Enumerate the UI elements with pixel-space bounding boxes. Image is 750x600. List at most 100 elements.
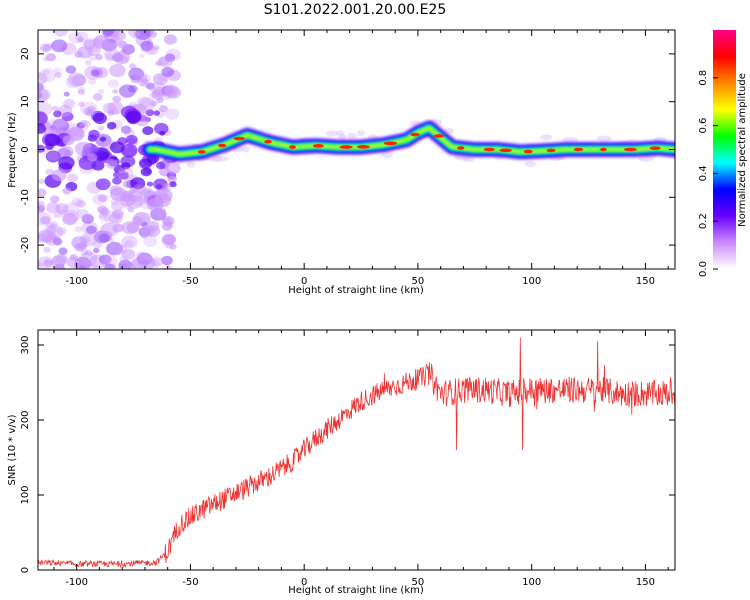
- noise-blob: [89, 145, 100, 154]
- noise-blob: [58, 247, 68, 255]
- noise-blob: [127, 206, 135, 213]
- noise-blob: [111, 200, 124, 212]
- halo-blob: [381, 152, 393, 159]
- noise-blob: [51, 39, 68, 53]
- noise-blob: [90, 262, 98, 269]
- noise-blob: [125, 194, 144, 209]
- colorbar-gradient: [713, 30, 736, 269]
- colorbar-tick-label: 0.6: [698, 118, 709, 134]
- noise-blob: [87, 153, 98, 162]
- noise-blob: [62, 98, 76, 109]
- noise-blob: [56, 227, 67, 236]
- noise-blob: [92, 112, 107, 124]
- noise-blob: [42, 44, 52, 52]
- snr-xtick-label: -100: [65, 577, 88, 588]
- snr-ytick-label: 100: [20, 485, 31, 504]
- noise-blob: [42, 56, 50, 62]
- noise-blob: [54, 72, 62, 78]
- noise-blob: [153, 110, 161, 116]
- noise-blob: [93, 37, 103, 46]
- noise-blob: [105, 256, 112, 262]
- noise-blob: [51, 255, 67, 268]
- noise-blob: [155, 60, 163, 67]
- spectrogram-ytick-label: -20: [20, 237, 31, 253]
- noise-blob: [38, 111, 48, 126]
- noise-blob: [113, 171, 121, 178]
- noise-blob: [122, 180, 133, 188]
- noise-blob: [142, 74, 152, 82]
- noise-blob: [102, 102, 117, 114]
- noise-blob: [154, 122, 169, 135]
- noise-blob: [91, 69, 100, 77]
- noise-blob: [78, 101, 85, 107]
- noise-blob: [43, 246, 51, 253]
- colorbar-tick-label: 0.2: [698, 213, 709, 229]
- snr-xtick-label: 150: [636, 577, 655, 588]
- noise-blob: [155, 161, 166, 170]
- noise-blob: [77, 89, 85, 95]
- noise-blob: [105, 241, 123, 256]
- noise-blob: [38, 261, 43, 269]
- noise-blob: [164, 182, 171, 189]
- halo-blob: [444, 127, 454, 134]
- noise-blob: [121, 248, 136, 260]
- snr-ticks: -100 -50 0 50 100 150 0 100 200 300: [20, 330, 675, 588]
- ridge-peak: [483, 147, 495, 152]
- spectrogram-xtick-label: 50: [412, 276, 425, 287]
- noise-blob: [76, 208, 89, 219]
- noise-blob: [66, 256, 81, 269]
- noise-blob: [45, 53, 57, 62]
- noise-blob: [107, 110, 115, 116]
- noise-blob: [107, 79, 119, 89]
- spectrogram-xlabel: Height of straight line (km): [288, 285, 424, 296]
- noise-blob: [79, 119, 88, 127]
- noise-blob: [74, 141, 93, 156]
- noise-blob: [77, 37, 85, 43]
- noise-blob: [141, 187, 154, 198]
- noise-blob: [46, 222, 55, 229]
- noise-blob: [51, 169, 67, 182]
- noise-blob: [161, 66, 175, 77]
- noise-blob: [169, 243, 177, 250]
- noise-blob: [79, 101, 98, 117]
- halo-blob: [638, 155, 654, 162]
- noise-blob: [119, 172, 129, 180]
- noise-blob: [38, 188, 47, 197]
- spectrogram-xtick-label: 150: [636, 276, 655, 287]
- noise-blob: [112, 223, 124, 233]
- noise-blob: [117, 167, 134, 181]
- ridge-peak: [383, 141, 398, 146]
- noise-blob: [128, 85, 138, 93]
- spectrogram-image: [38, 30, 675, 269]
- noise-blob: [113, 51, 131, 65]
- noise-blob: [159, 104, 169, 113]
- noise-blob: [149, 92, 157, 99]
- noise-blob: [117, 40, 128, 49]
- noise-blob: [74, 226, 83, 233]
- ridge-peak: [546, 148, 556, 153]
- noise-blob: [93, 247, 100, 254]
- noise-blob: [53, 211, 63, 219]
- noise-blob: [112, 176, 122, 185]
- spectrogram-ytick-label: -10: [20, 189, 31, 205]
- halo-blob: [562, 136, 579, 143]
- noise-blob: [140, 233, 148, 239]
- noise-blob: [75, 242, 87, 252]
- noise-blob: [82, 120, 91, 127]
- spectrogram-ytick-label: 10: [20, 95, 31, 108]
- noise-blob: [92, 240, 103, 249]
- noise-blob: [38, 203, 45, 214]
- noise-blob: [63, 91, 70, 97]
- noise-blob: [76, 199, 86, 208]
- noise-blob: [87, 105, 96, 113]
- noise-blob: [152, 44, 160, 51]
- noise-blob: [138, 180, 146, 186]
- noise-blob: [54, 30, 68, 37]
- noise-blob: [62, 209, 80, 224]
- noise-blob: [45, 118, 61, 132]
- noise-blob: [58, 156, 75, 170]
- noise-blob: [136, 218, 146, 226]
- noise-blob: [116, 190, 130, 202]
